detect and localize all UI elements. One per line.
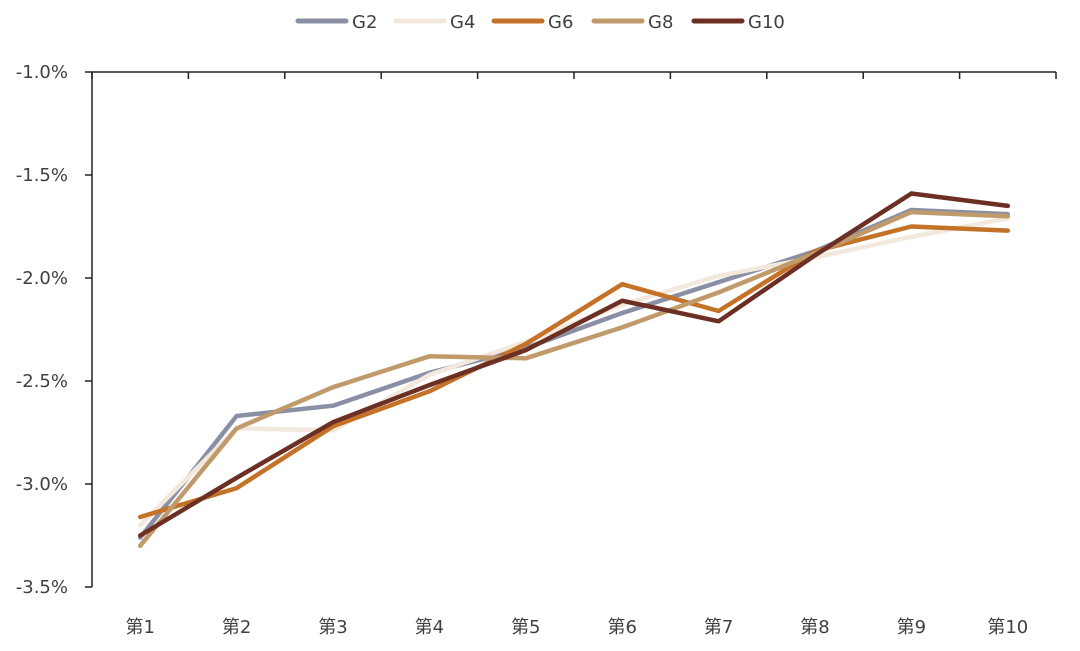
y-tick-label: -3.0% [16,474,68,495]
x-tick-label: 第7 [704,617,733,638]
series-line-g6 [137,224,1011,520]
series-line-g8 [137,209,1011,549]
x-tick-label: 第1 [125,617,154,638]
x-tick-label: 第3 [318,617,347,638]
series-line-g2 [137,207,1011,540]
legend-label-g2: G2 [352,12,377,33]
legend-label-g8: G8 [648,12,673,33]
x-tick-label: 第4 [415,617,444,638]
x-tick-label: 第5 [511,617,540,638]
legend-label-g6: G6 [548,12,573,33]
x-tick-label: 第9 [897,617,926,638]
y-axis: -1.0% -1.5% -2.0% -2.5% -3.0% -3.5% [16,62,93,598]
y-tick-label: -1.5% [16,165,68,186]
y-tick-label: -1.0% [16,62,68,83]
legend-label-g4: G4 [450,12,475,33]
series-line-g10 [137,191,1011,538]
legend-label-g10: G10 [748,12,785,33]
y-tick-label: -2.0% [16,268,68,289]
x-tick-label: 第2 [222,617,251,638]
x-tick-label: 第6 [607,617,636,638]
x-axis: 第1 第2 第3 第4 第5 第6 第7 第8 第9 第10 [91,71,1057,638]
series-line-g4 [137,216,1011,528]
y-tick-label: -3.5% [16,577,68,598]
y-tick-label: -2.5% [16,371,68,392]
series-group [137,191,1011,549]
legend: G2 G4 G6 G8 G10 [295,12,785,33]
x-tick-label: 第8 [800,617,829,638]
x-tick-label: 第10 [987,617,1028,638]
